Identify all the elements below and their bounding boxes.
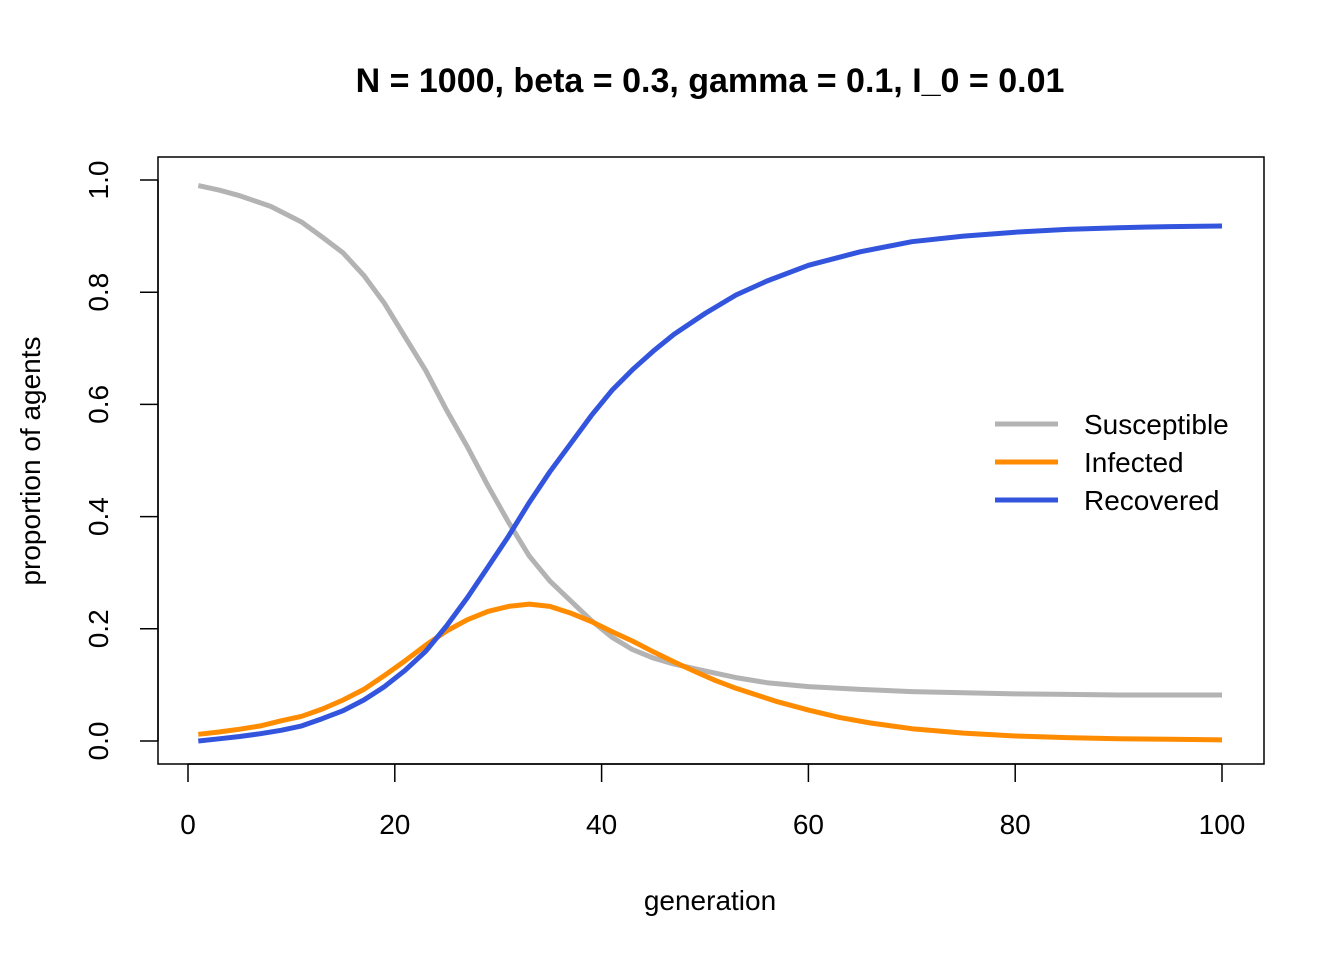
legend-label-susceptible: Susceptible — [1084, 409, 1229, 440]
series-line-recovered — [198, 223, 1223, 744]
x-tick-label: 60 — [793, 809, 824, 840]
series-line-infected — [198, 601, 1223, 743]
legend-label-infected: Infected — [1084, 447, 1184, 478]
x-axis: 0 20 40 60 80 100 — [180, 763, 1246, 840]
x-tick-label: 0 — [180, 809, 196, 840]
y-tick-label: 0.6 — [83, 385, 114, 424]
x-tick-label: 40 — [586, 809, 617, 840]
x-axis-label: generation — [644, 885, 776, 916]
y-tick-label: 0.0 — [83, 722, 114, 761]
x-tick-label: 80 — [1000, 809, 1031, 840]
chart-title: N = 1000, beta = 0.3, gamma = 0.1, I_0 =… — [356, 62, 1065, 100]
y-tick-label: 0.2 — [83, 609, 114, 648]
y-axis: 0.0 0.2 0.4 0.6 0.8 1.0 — [83, 161, 159, 761]
series-group — [197, 183, 1223, 744]
legend: Susceptible Infected Recovered — [995, 409, 1229, 516]
y-tick-label: 0.8 — [83, 273, 114, 312]
y-tick-label: 1.0 — [83, 161, 114, 200]
legend-label-recovered: Recovered — [1084, 485, 1219, 516]
x-tick-label: 100 — [1199, 809, 1246, 840]
y-tick-label: 0.4 — [83, 497, 114, 536]
x-tick-label: 20 — [379, 809, 410, 840]
y-axis-label: proportion of agents — [15, 336, 46, 585]
series-line-susceptible — [197, 183, 1222, 698]
